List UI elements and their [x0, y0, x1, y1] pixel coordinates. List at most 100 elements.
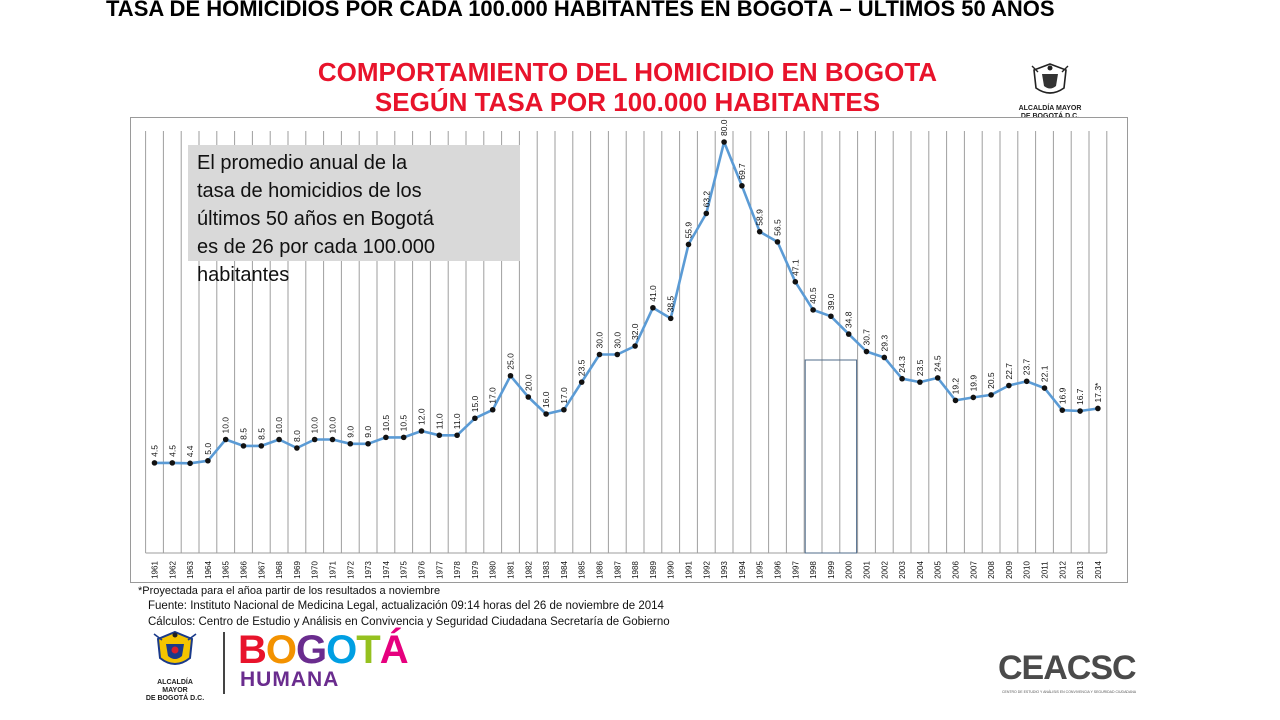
alcaldia-logo-top: ALCALDÍA MAYOR DE BOGOTÁ D.C.	[1014, 60, 1086, 121]
x-tick-label: 1995	[756, 561, 765, 579]
x-tick-label: 1981	[507, 561, 516, 579]
x-tick-label: 1998	[809, 561, 818, 579]
data-point	[1023, 378, 1030, 385]
data-label: 20.5	[986, 372, 996, 389]
data-label: 4.4	[185, 445, 195, 457]
bottom-logo-caption-1: ALCALDÍA MAYOR	[157, 679, 193, 694]
data-label: 10.0	[328, 417, 338, 434]
x-tick-label: 1969	[293, 561, 302, 579]
data-point	[472, 415, 478, 422]
data-point	[258, 443, 265, 449]
data-point	[187, 460, 193, 467]
x-tick-label: 1994	[738, 561, 747, 579]
x-tick-label: 2007	[969, 561, 978, 579]
x-tick-label: 1966	[240, 561, 249, 579]
data-point	[507, 372, 514, 379]
data-label: 29.3	[879, 335, 889, 352]
data-label: 16.9	[1057, 387, 1067, 404]
x-tick-label: 1967	[257, 561, 266, 579]
x-tick-label: 1979	[471, 561, 480, 579]
data-point	[632, 343, 638, 349]
data-label: 80.0	[719, 119, 729, 136]
data-label: 9.0	[363, 426, 373, 438]
data-point	[988, 392, 994, 398]
data-label: 24.3	[897, 356, 907, 373]
x-tick-label: 1989	[649, 561, 658, 579]
chart-header-line-2: SEGÚN TASA POR 100.000 HABITANTES	[374, 87, 881, 117]
x-tick-label: 2003	[898, 561, 907, 579]
data-point	[294, 445, 300, 451]
x-tick-label: 2012	[1058, 561, 1067, 579]
data-label: 19.9	[968, 375, 978, 392]
data-point	[169, 460, 176, 466]
x-tick-label: 2009	[1005, 561, 1014, 579]
data-label: 16.7	[1075, 388, 1085, 405]
data-point	[650, 304, 656, 311]
data-label: 16.0	[541, 391, 551, 408]
brand-letter: G	[296, 628, 327, 672]
data-point	[329, 436, 336, 443]
x-tick-label: 1997	[791, 561, 800, 579]
data-label: 58.9	[755, 209, 765, 226]
ceacsc-logo: CEACSC	[998, 649, 1137, 687]
data-label: 38.5	[666, 296, 676, 313]
data-label: 23.5	[915, 359, 925, 376]
x-tick-label: 1990	[667, 561, 676, 579]
data-point	[845, 331, 852, 337]
data-point	[1006, 382, 1012, 389]
data-point	[685, 241, 692, 248]
data-point	[205, 457, 211, 464]
data-point	[970, 394, 977, 401]
x-tick-label: 2001	[863, 561, 872, 579]
data-label: 5.0	[203, 443, 213, 455]
data-label: 17.3*	[1093, 382, 1103, 403]
x-tick-label: 1971	[329, 561, 338, 579]
x-tick-label: 1983	[542, 561, 551, 579]
data-point	[756, 228, 763, 235]
data-label: 15.0	[470, 395, 480, 412]
data-point	[721, 139, 727, 145]
x-tick-label: 1985	[578, 561, 587, 579]
x-tick-label: 1992	[702, 561, 711, 579]
data-label: 56.5	[773, 219, 783, 236]
highlight-box	[804, 359, 858, 554]
data-label: 47.1	[790, 259, 800, 276]
data-point	[365, 440, 371, 447]
x-tick-label: 1965	[222, 561, 231, 579]
data-point	[739, 182, 745, 189]
brand-letter: O	[326, 628, 357, 672]
data-point	[1095, 405, 1101, 412]
data-point	[578, 379, 585, 385]
slide-title: TASA DE HOMICIDIOS POR CADA 100.000 HABI…	[106, 0, 1055, 21]
x-tick-label: 1982	[524, 561, 533, 579]
x-tick-label: 2005	[934, 561, 943, 579]
data-label: 4.5	[150, 445, 160, 457]
data-label: 10.0	[274, 417, 284, 434]
x-tick-label: 1984	[560, 561, 569, 579]
data-point	[810, 307, 816, 313]
data-point	[828, 313, 834, 320]
data-label: 39.0	[826, 293, 836, 310]
data-label: 19.2	[951, 378, 961, 395]
data-label: 40.5	[808, 287, 818, 304]
x-tick-label: 1964	[204, 561, 213, 579]
data-point	[667, 315, 674, 322]
alcaldia-logo-bottom: ALCALDÍA MAYOR DE BOGOTÁ D.C.	[144, 628, 206, 703]
data-point	[792, 279, 799, 285]
x-tick-label: 1963	[186, 561, 195, 579]
data-point	[1077, 408, 1083, 414]
x-tick-label: 2014	[1094, 561, 1103, 579]
data-point	[774, 239, 781, 245]
x-tick-label: 2010	[1023, 561, 1032, 579]
data-point	[561, 406, 567, 413]
x-tick-label: 1987	[613, 561, 622, 579]
x-tick-label: 2006	[952, 561, 961, 579]
x-tick-label: 1961	[151, 561, 160, 579]
logo-caption-2: DE BOGOTÁ D.C.	[1014, 113, 1086, 121]
data-label: 10.0	[221, 417, 231, 434]
average-note-box	[188, 145, 520, 261]
data-point	[863, 348, 870, 355]
data-point	[525, 394, 532, 400]
data-label: 23.7	[1022, 358, 1032, 375]
x-tick-label: 1970	[311, 561, 320, 579]
